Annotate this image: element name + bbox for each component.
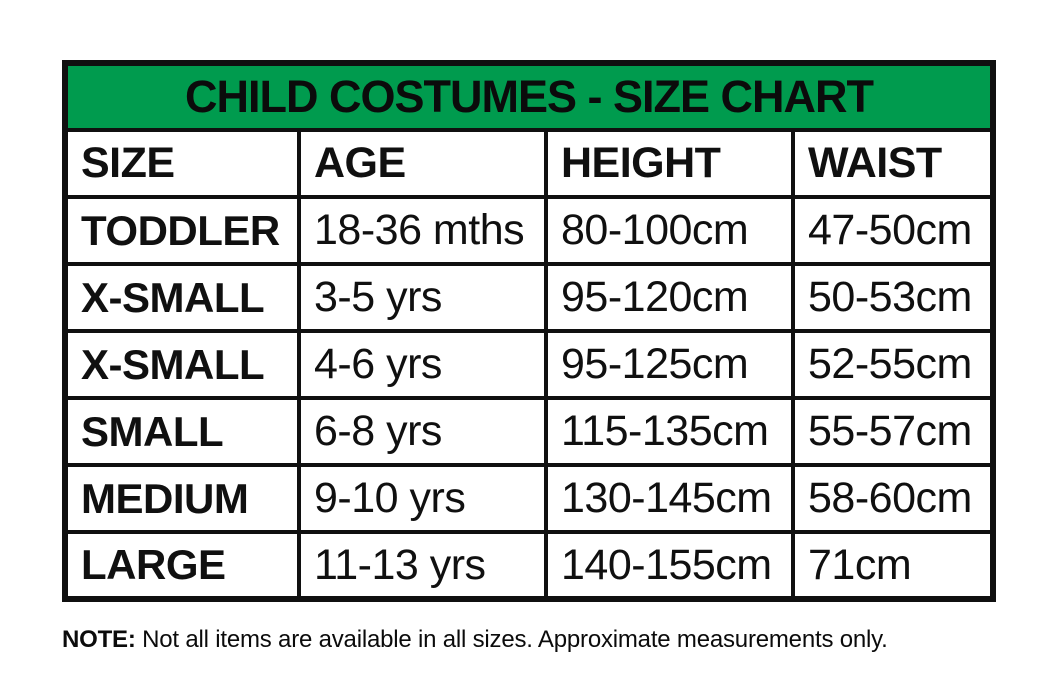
height-cell: 115-135cm <box>544 396 795 467</box>
title-row: CHILD COSTUMES - SIZE CHART <box>63 61 995 132</box>
age-cell: 6-8 yrs <box>297 396 548 467</box>
waist-cell: 55-57cm <box>791 396 995 467</box>
waist-cell: 71cm <box>791 530 995 601</box>
height-cell: 95-125cm <box>544 329 795 400</box>
height-cell: 80-100cm <box>544 195 795 266</box>
waist-cell: 52-55cm <box>791 329 995 400</box>
table-row: X-SMALL 3-5 yrs 95-120cm 50-53cm <box>63 262 995 333</box>
footnote: NOTE: Not all items are available in all… <box>62 626 888 654</box>
age-cell: 18-36 mths <box>297 195 548 266</box>
table-row: X-SMALL 4-6 yrs 95-125cm 52-55cm <box>63 329 995 400</box>
table-row: TODDLER 18-36 mths 80-100cm 47-50cm <box>63 195 995 266</box>
table-row: LARGE 11-13 yrs 140-155cm 71cm <box>63 530 995 601</box>
footnote-text: Not all items are available in all sizes… <box>135 626 888 653</box>
column-header-height: HEIGHT <box>544 128 795 199</box>
age-cell: 11-13 yrs <box>297 530 548 601</box>
size-chart-table: CHILD COSTUMES - SIZE CHART SIZE AGE HEI… <box>62 60 996 602</box>
age-cell: 3-5 yrs <box>297 262 548 333</box>
column-header-size: SIZE <box>63 128 301 199</box>
header-row: SIZE AGE HEIGHT WAIST <box>63 128 995 199</box>
size-cell: TODDLER <box>63 195 301 266</box>
table-row: SMALL 6-8 yrs 115-135cm 55-57cm <box>63 396 995 467</box>
column-header-age: AGE <box>297 128 548 199</box>
height-cell: 130-145cm <box>544 463 795 534</box>
column-header-waist: WAIST <box>791 128 995 199</box>
size-cell: MEDIUM <box>63 463 301 534</box>
size-cell: LARGE <box>63 530 301 601</box>
height-cell: 95-120cm <box>544 262 795 333</box>
size-cell: X-SMALL <box>63 262 301 333</box>
waist-cell: 58-60cm <box>791 463 995 534</box>
waist-cell: 50-53cm <box>791 262 995 333</box>
age-cell: 4-6 yrs <box>297 329 548 400</box>
size-cell: X-SMALL <box>63 329 301 400</box>
chart-title: CHILD COSTUMES - SIZE CHART <box>63 61 995 132</box>
height-cell: 140-155cm <box>544 530 795 601</box>
footnote-label: NOTE: <box>62 626 136 653</box>
table-row: MEDIUM 9-10 yrs 130-145cm 58-60cm <box>63 463 995 534</box>
age-cell: 9-10 yrs <box>297 463 548 534</box>
waist-cell: 47-50cm <box>791 195 995 266</box>
size-cell: SMALL <box>63 396 301 467</box>
